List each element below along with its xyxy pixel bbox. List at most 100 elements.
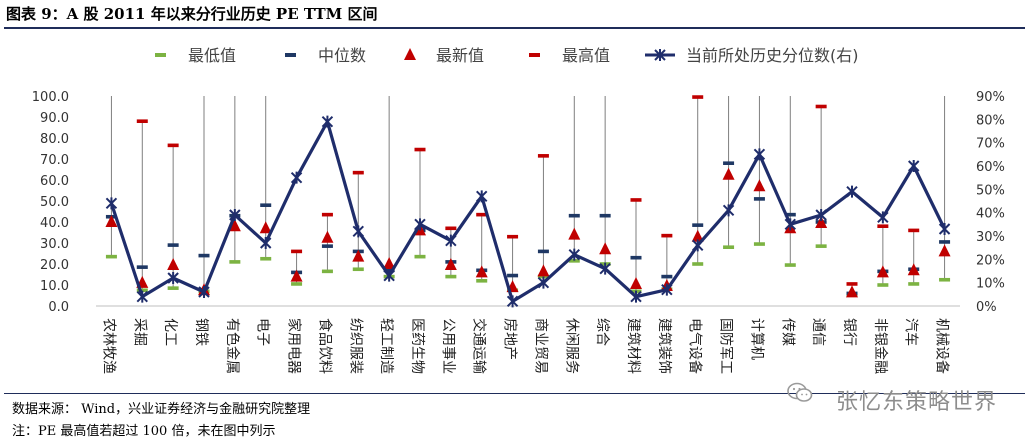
x-tick-label: 交通运输 <box>471 318 488 374</box>
x-tick-label: 采掘 <box>131 318 147 346</box>
latest-marker <box>722 167 735 180</box>
x-tick-label: 非银金融 <box>872 318 888 374</box>
title-rule <box>4 27 1025 29</box>
latest-marker <box>753 179 766 192</box>
percentile-point <box>136 290 148 303</box>
max-marker <box>846 282 858 286</box>
legend-swatch-marker <box>654 49 666 61</box>
percentile-point <box>661 283 673 296</box>
latest-marker <box>907 263 920 276</box>
min-marker <box>105 254 117 259</box>
x-tick-label: 农林牧渔 <box>100 318 116 374</box>
min-marker <box>537 274 549 279</box>
latest-marker <box>846 285 858 298</box>
latest-marker <box>815 216 828 229</box>
percentile-point <box>229 209 241 221</box>
legend-swatch <box>155 53 166 57</box>
y-tick-label: 10.0 <box>40 279 69 294</box>
legend-swatch <box>529 53 540 57</box>
y2-tick-label: 20% <box>976 253 1005 268</box>
x-tick-label: 纺织服装 <box>347 318 363 374</box>
y-tick-label: 30.0 <box>40 237 69 252</box>
latest-marker <box>630 276 642 289</box>
latest-marker <box>876 265 889 278</box>
x-tick-label: 机械设备 <box>934 318 951 374</box>
watermark: 张忆东策略世界 <box>835 390 997 415</box>
max-marker <box>537 154 549 158</box>
percentile-point <box>537 276 550 289</box>
latest-marker <box>475 265 488 278</box>
min-marker <box>568 259 580 263</box>
max-marker <box>476 212 488 217</box>
latest-marker <box>938 244 951 257</box>
x-tick-label: 有色金属 <box>224 318 241 374</box>
x-tick-label: 公用事业 <box>440 318 456 374</box>
latest-marker <box>167 258 180 271</box>
y2-tick-label: 10% <box>976 277 1005 292</box>
legend-label: 最低值 <box>188 46 236 65</box>
x-tick-label: 休闲服务 <box>563 318 579 374</box>
max-marker <box>352 170 364 175</box>
percentile-line <box>105 115 951 308</box>
percentile-point <box>260 237 272 249</box>
max-marker <box>291 249 303 254</box>
min-marker <box>229 260 241 264</box>
x-tick-label: 电气设备 <box>687 318 704 374</box>
percentile-point <box>938 223 951 235</box>
latest-marker <box>444 258 457 271</box>
y2-tick-label: 50% <box>976 183 1005 198</box>
min-marker <box>784 263 796 267</box>
latest-marker <box>228 219 241 232</box>
percentile-point <box>105 197 118 210</box>
min-marker <box>260 256 272 261</box>
footer-rule <box>4 393 1025 394</box>
max-marker <box>507 234 519 239</box>
y2-tick-label: 70% <box>976 137 1005 152</box>
median-marker <box>537 249 549 254</box>
percentile-point <box>846 185 858 198</box>
legend-swatch <box>285 53 296 57</box>
percentile-point <box>692 239 704 252</box>
x-tick-label: 轻工制造 <box>378 318 394 374</box>
percentile-point <box>290 171 303 184</box>
max-marker <box>815 104 827 109</box>
percentile-point <box>630 290 642 303</box>
x-tick-label: 建筑材料 <box>625 318 641 374</box>
y2-tick-label: 60% <box>976 160 1005 175</box>
percentile-point <box>784 218 796 231</box>
x-tick-label: 电子 <box>255 318 271 346</box>
percentile-point <box>445 234 457 247</box>
y2-tick-label: 40% <box>976 207 1005 222</box>
x-tick-labels: 农林牧渔 采掘 化工 钢铁 有色金属 电子 家用电器 食品饮料 纺织服装 轻工制造 医药生物 公用事业… <box>100 318 950 374</box>
axes: 100.0 90.0 80.0 70.0 60.0 50.0 40.0 30.0 20.0 10.… <box>32 90 1005 315</box>
y-tick-label: 60.0 <box>40 174 69 189</box>
latest-marker <box>568 227 581 240</box>
median-marker <box>784 212 796 217</box>
latest-marker <box>259 221 272 234</box>
median-marker <box>753 197 765 201</box>
legend-swatch <box>404 48 416 60</box>
max-marker <box>445 226 457 231</box>
y-tick-label: 20.0 <box>40 258 69 273</box>
percentile-point <box>599 262 611 275</box>
percentile-point <box>476 190 488 203</box>
median-marker <box>136 265 148 269</box>
x-tick-label: 化工 <box>162 318 178 346</box>
percentile-point <box>506 295 519 308</box>
percentile-point <box>321 115 334 128</box>
x-tick-label: 国防军工 <box>718 318 734 374</box>
y-tick-label: 40.0 <box>40 216 69 231</box>
percentile-point <box>568 248 580 261</box>
median-marker <box>661 274 673 279</box>
percentile-point <box>167 272 179 284</box>
median-marker <box>321 244 333 248</box>
percentile-point <box>815 209 827 221</box>
median-marker <box>167 243 179 247</box>
chart: 最低值 中位数 最新值 最高值 当前所处历史分位数(右) 100.0 90.0 80.0 70… <box>32 46 1005 374</box>
x-tick-label: 建筑装饰 <box>656 318 672 374</box>
max-marker <box>692 95 704 99</box>
x-tick-label: 传媒 <box>779 318 795 346</box>
median-marker <box>939 240 951 244</box>
max-marker <box>908 228 920 233</box>
min-marker <box>815 244 827 248</box>
